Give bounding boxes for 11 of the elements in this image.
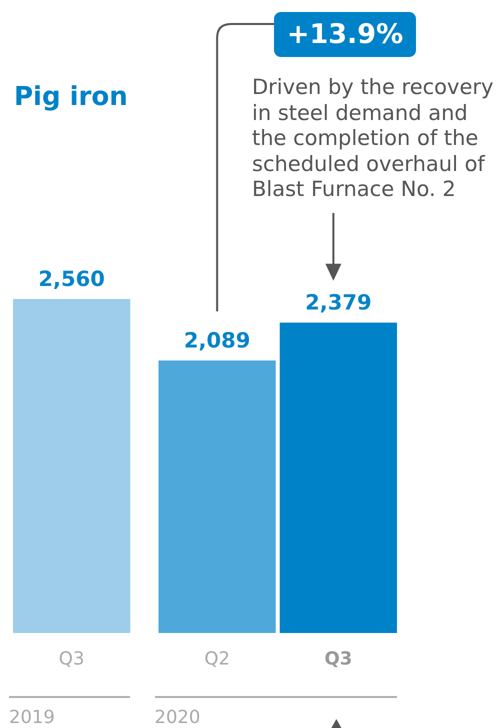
x-tick-label: Q3	[324, 648, 352, 670]
text: 2019	[9, 707, 55, 728]
x-tick-label: Q3	[58, 648, 84, 670]
chart-title: Pig iron	[14, 82, 128, 112]
data-label: 2,089	[184, 328, 250, 352]
data-label: 2,379	[305, 290, 372, 315]
text: 2020	[154, 707, 200, 728]
text: +13.9%	[274, 12, 416, 57]
x-tick-label: Q2	[204, 648, 230, 670]
text: Driven by the recovery in steel demand and the completion of the scheduled overhaul of Blast Furnace No. 2	[252, 75, 494, 202]
data-label: 2,560	[38, 267, 105, 291]
